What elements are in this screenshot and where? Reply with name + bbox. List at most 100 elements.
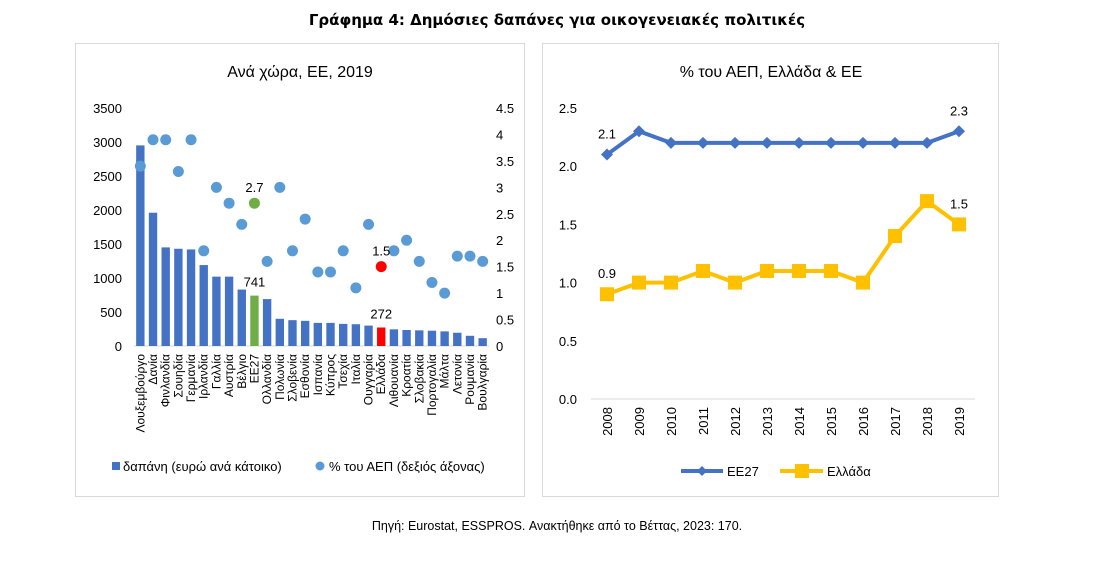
y-right-tick-label: 0.5 [496, 313, 514, 328]
bar [339, 323, 348, 346]
bar [478, 338, 487, 346]
bar [262, 299, 272, 346]
x-tick-label: Ουγγαρία [362, 354, 376, 405]
series-line-greece [606, 199, 961, 297]
x-tick-label: Πολωνία [273, 354, 287, 400]
bar [377, 327, 386, 346]
x-tick-label: 2012 [728, 407, 743, 436]
bar [199, 265, 208, 346]
y-right-tick-label: 1 [496, 286, 503, 301]
gdp-dot [312, 266, 324, 278]
y-tick-label: 0.5 [559, 334, 577, 349]
gdp-dot [274, 181, 286, 193]
marker-diamond [697, 136, 709, 149]
x-tick-label: 2014 [792, 407, 807, 436]
legend-label-dot: % του ΑΕΠ (δεξιός άξονας) [329, 459, 485, 474]
x-tick-label: 2008 [600, 407, 615, 436]
bar [186, 249, 196, 346]
x-tick-label: 2018 [920, 407, 935, 436]
bar [427, 330, 437, 346]
marker-diamond [601, 148, 613, 161]
marker-square [696, 263, 710, 278]
legend-marker-eu27 [697, 466, 707, 476]
y-left-tick-label: 3000 [93, 135, 122, 150]
x-tick-label: ΕΕ27 [247, 354, 261, 384]
x-tick-label: Τσεχία [336, 354, 350, 389]
gdp-dot [477, 255, 489, 267]
bar [288, 320, 297, 346]
gdp-dot [236, 218, 248, 230]
x-tick-label: Αυστρία [222, 354, 236, 397]
marker-diamond [729, 136, 741, 149]
marker-square [888, 229, 902, 244]
legend-swatch-bar [112, 462, 120, 470]
data-label: 272 [370, 307, 392, 322]
gdp-dot [350, 282, 362, 294]
y-tick-label: 2.5 [559, 101, 577, 116]
y-right-tick-label: 4 [496, 127, 503, 142]
x-tick-label: Γερμανία [184, 354, 198, 402]
marker-diamond [793, 136, 805, 149]
trend-chart: % του ΑΕΠ, Ελλάδα & ΕΕ 0.0 0.5 1.0 1.5 2.0 2.5… [559, 64, 975, 479]
marker-square [760, 263, 774, 278]
x-tick-label: Κύπρος [324, 354, 338, 396]
y-left-tick-label: 0 [115, 339, 122, 354]
bar [326, 322, 335, 346]
marker-diamond [953, 125, 965, 138]
gdp-dot [337, 245, 349, 257]
marker-square [952, 217, 966, 232]
y-left-tick-label: 1000 [93, 271, 122, 286]
x-tick-label: Λιθουανία [387, 354, 401, 407]
gdp-dot [286, 245, 298, 257]
source-note: Πηγή: Eurostat, ESSPROS. Ανακτήθηκε από … [371, 519, 743, 533]
chart-title: % του ΑΕΠ, Ελλάδα & ΕΕ [680, 64, 863, 81]
y-right-tick-label: 3.5 [496, 154, 514, 169]
x-tick-label: Πορτογαλία [425, 354, 439, 416]
gdp-dot [210, 181, 222, 193]
y-tick-label: 1.5 [559, 217, 577, 232]
x-tick-label: Εσθονία [298, 354, 312, 398]
x-tick-label: Σλοβακία [412, 354, 426, 403]
bar [174, 248, 183, 346]
x-tick-label: Ισπανία [311, 354, 325, 395]
bar [300, 320, 310, 346]
x-tick-label: 2011 [696, 407, 711, 435]
x-tick-label: Ιρλανδία [197, 354, 211, 399]
data-label: 0.9 [598, 266, 616, 281]
x-tick-label: Ρουμανία [463, 354, 477, 405]
marker-diamond [825, 136, 837, 149]
bar [212, 276, 221, 346]
data-label: 2.3 [950, 103, 968, 118]
gdp-dot [325, 266, 337, 278]
bar [351, 324, 361, 346]
gdp-dot [147, 134, 159, 146]
bar [161, 247, 170, 346]
y-right-tick-label: 3 [496, 180, 503, 195]
data-label: 2.7 [245, 180, 263, 195]
x-tick-label: 2010 [664, 407, 679, 436]
country-chart: Ανά χώρα, ΕΕ, 20190500100015002000250030… [93, 64, 514, 474]
y-left-tick-label: 2000 [93, 203, 122, 218]
data-label: 2.1 [598, 127, 616, 142]
x-tick-label: Γαλλία [209, 354, 223, 389]
marker-square [728, 275, 742, 290]
x-tick-label: Ολλανδία [260, 354, 274, 404]
legend-marker-greece [795, 464, 809, 478]
bar [453, 332, 462, 346]
gdp-dot [363, 218, 375, 230]
data-label: 1.5 [950, 196, 968, 211]
y-left-tick-label: 1500 [93, 237, 122, 252]
x-tick-label: 2019 [952, 407, 967, 436]
y-right-tick-label: 2 [496, 233, 503, 248]
y-left-tick-label: 2500 [93, 169, 122, 184]
y-left-tick-label: 3500 [93, 101, 122, 116]
bar [364, 325, 373, 346]
x-tick-label: Λετονία [450, 354, 464, 394]
legend-swatch-dot [315, 461, 325, 471]
marker-square [856, 275, 870, 290]
marker-diamond [633, 125, 645, 138]
marker-diamond [857, 136, 869, 149]
bar [275, 318, 284, 346]
bar [148, 212, 158, 346]
y-right-tick-label: 4.5 [496, 101, 514, 116]
